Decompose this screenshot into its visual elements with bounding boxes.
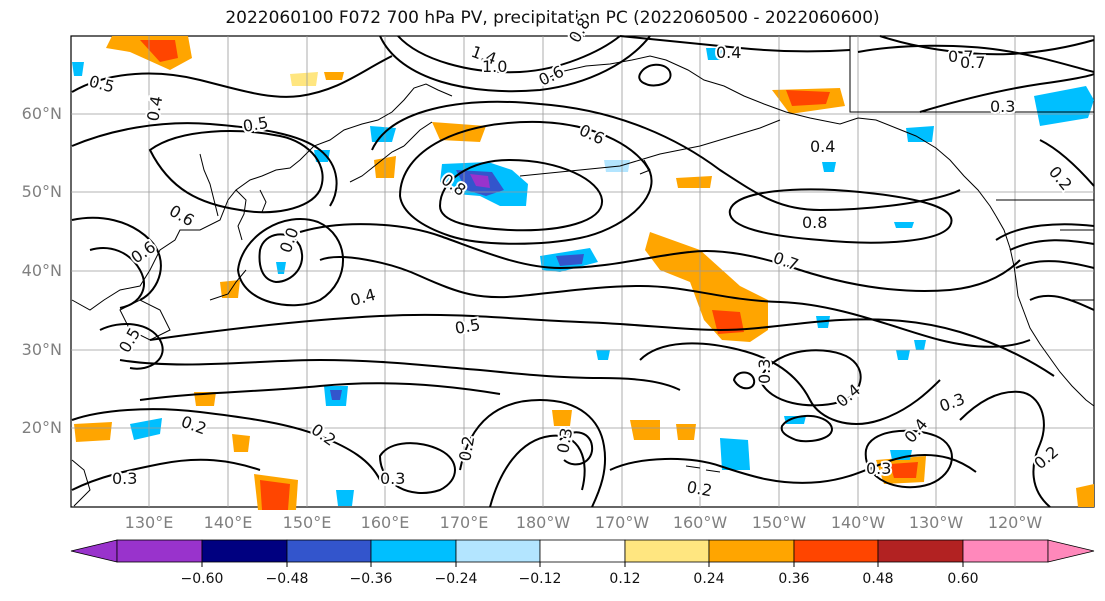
colorbar-tick-label: −0.36 <box>349 571 393 587</box>
lon-label: 140°W <box>830 513 886 532</box>
colorbar-tick-label: −0.12 <box>518 571 562 587</box>
lon-label: 130°W <box>908 513 964 532</box>
colorbar-segment <box>286 539 372 563</box>
colorbar-segment <box>624 539 710 563</box>
colorbar-tick-label: 0.48 <box>862 571 894 587</box>
colorbar-segment <box>370 539 457 563</box>
colorbar-segment <box>455 539 541 563</box>
colorbar-segment <box>877 539 964 563</box>
colorbar-tick-label: −0.48 <box>265 571 309 587</box>
lon-label: 170°W <box>594 513 650 532</box>
lat-label: 50°N <box>21 182 62 201</box>
pv-contours <box>71 35 1095 508</box>
map-frame <box>70 35 1095 508</box>
lon-label: 170°E <box>439 513 489 532</box>
lat-label: 30°N <box>21 340 62 359</box>
lat-label: 20°N <box>21 418 62 437</box>
colorbar-extend-high <box>1047 539 1095 563</box>
lon-label: 150°W <box>751 513 807 532</box>
colorbar <box>70 539 1095 567</box>
colorbar-segment <box>793 539 879 563</box>
colorbar-tick-label: 0.60 <box>947 571 979 587</box>
colorbar-extend-low <box>70 539 118 563</box>
colorbar-tick-label: −0.24 <box>434 571 478 587</box>
colorbar-tick-label: 0.36 <box>778 571 810 587</box>
colorbar-tick-label: 0.24 <box>693 571 725 587</box>
colorbar-tick-label: −0.60 <box>180 571 224 587</box>
precip-shading <box>72 36 1094 510</box>
lon-label: 140°E <box>203 513 253 532</box>
colorbar-segment <box>116 539 203 563</box>
lon-label: 150°E <box>282 513 332 532</box>
lon-label: 160°W <box>672 513 728 532</box>
lat-label: 40°N <box>21 261 62 280</box>
lon-label: 130°E <box>124 513 174 532</box>
lon-label: 180°W <box>515 513 571 532</box>
chart-title: 2022060100 F072 700 hPa PV, precipitatio… <box>225 8 880 28</box>
colorbar-segment <box>708 539 795 563</box>
lon-label: 160°E <box>360 513 410 532</box>
lat-label: 60°N <box>21 104 62 123</box>
colorbar-segment <box>962 539 1049 563</box>
colorbar-tick-label: 0.12 <box>609 571 641 587</box>
colorbar-segment <box>539 539 626 563</box>
lon-label: 120°W <box>987 513 1043 532</box>
colorbar-segment <box>201 539 288 563</box>
graticule <box>71 36 1094 507</box>
